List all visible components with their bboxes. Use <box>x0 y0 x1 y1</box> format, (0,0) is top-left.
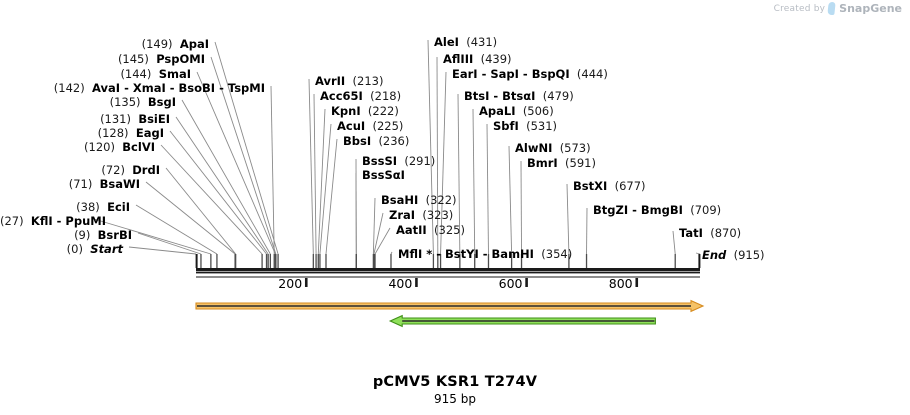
ruler-tick-label-400: 400 <box>388 276 412 291</box>
watermark-prefix: Created by <box>773 3 826 14</box>
leader-line-afliii <box>436 56 439 255</box>
leader-line-bsahi <box>372 197 376 255</box>
ruler-tick-label-600: 600 <box>499 276 523 291</box>
leader-line-btsi <box>457 93 461 255</box>
leader-line-alwni <box>508 145 513 255</box>
ruler-tick-800 <box>635 278 639 287</box>
page-title: pCMV5 KSR1 T274V <box>372 374 538 390</box>
leader-line-smai <box>196 71 276 255</box>
leader-line-tati <box>672 230 676 255</box>
leader-line-kpni <box>317 108 326 255</box>
leader-line-bsiei <box>175 116 269 255</box>
ruler-tick-label-800: 800 <box>609 276 633 291</box>
leader-line-apali <box>472 108 476 255</box>
ruler-tick-400 <box>415 278 418 287</box>
leader-line-drdi <box>165 167 237 255</box>
leader-line-mfli <box>390 251 393 255</box>
leader-line-kfli <box>93 218 212 255</box>
ruler-tick-200 <box>304 278 308 287</box>
leader-line-bstxi <box>566 183 570 255</box>
leader-line-zrai <box>373 212 384 255</box>
leader-line-avrii <box>308 78 314 255</box>
cut-site-ticks-group <box>195 254 701 268</box>
sequence-backbone <box>196 268 700 272</box>
leader-line-acc65i <box>313 93 317 255</box>
leader-line-bsrbi <box>137 232 202 255</box>
leader-line-bcivi <box>160 144 263 255</box>
leader-line-start <box>128 246 197 255</box>
leader-line-avai <box>270 85 275 255</box>
leader-line-bsawi <box>145 181 236 255</box>
leader-line-alei <box>427 39 434 255</box>
ruler-group: 200 400 600 800 <box>196 276 700 291</box>
sequence-backbone-shadow <box>196 271 700 274</box>
leader-line-apai <box>214 41 279 255</box>
leader-line-sbfi <box>486 123 489 255</box>
feature-arrows-group <box>195 299 705 328</box>
leader-line-aatii <box>374 227 391 255</box>
map-title-block: pCMV5 KSR1 T274V 915 bp <box>0 374 910 406</box>
snapgene-watermark: Created by SnapGene <box>774 2 902 15</box>
sequence-backbone-group <box>196 268 700 274</box>
leader-lines-group <box>93 39 701 255</box>
leader-line-acui <box>319 123 332 255</box>
ruler-tick-600 <box>525 278 528 287</box>
leader-line-bbsi <box>325 138 338 255</box>
leader-line-bsgi <box>181 99 271 255</box>
watermark-brand: SnapGene <box>839 2 902 15</box>
leader-line-end <box>695 252 701 255</box>
leader-line-eari <box>440 71 447 255</box>
plasmid-length: 915 bp <box>434 392 476 406</box>
leader-line-ecii <box>135 204 218 255</box>
leader-line-pspomi <box>210 56 277 255</box>
ruler-tick-label-200: 200 <box>278 276 302 291</box>
leader-line-eagi <box>169 130 267 255</box>
leader-line-bmri <box>520 160 522 255</box>
